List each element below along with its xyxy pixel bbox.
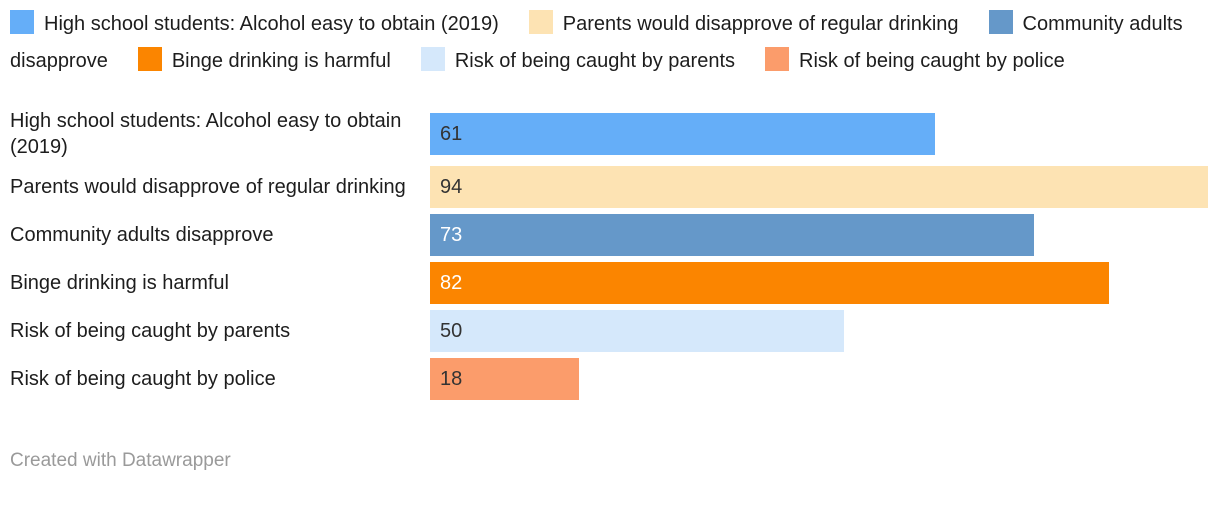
legend: High school students: Alcohol easy to ob…	[10, 6, 1208, 80]
bar: 18	[430, 358, 579, 400]
chart-row: Parents would disapprove of regular drin…	[10, 166, 1208, 208]
bar-track: 82	[430, 262, 1208, 304]
bar-value-label: 73	[440, 223, 463, 246]
legend-item: Risk of being caught by police	[765, 47, 1065, 72]
chart-row: Binge drinking is harmful 82	[10, 262, 1208, 304]
bar-value-label: 50	[440, 319, 463, 342]
legend-swatch-icon	[988, 10, 1013, 34]
datawrapper-credit-link[interactable]: Created with Datawrapper	[10, 450, 231, 471]
bar-category-label: Parents would disapprove of regular drin…	[10, 176, 406, 198]
legend-swatch-icon	[137, 47, 162, 71]
bar-value-label: 61	[440, 122, 463, 145]
bar-track: 50	[430, 310, 1208, 352]
bar-value-label: 82	[440, 271, 463, 294]
legend-item-label: Binge drinking is harmful	[171, 50, 391, 72]
legend-item: Binge drinking is harmful	[137, 47, 391, 72]
bar-category-label: Risk of being caught by parents	[10, 320, 291, 342]
chart-row: Community adults disapprove 73	[10, 214, 1208, 256]
legend-item-label: Community adults disapprove	[10, 13, 1183, 72]
legend-item: High school students: Alcohol easy to ob…	[10, 10, 499, 35]
bar-track: 61	[430, 113, 1208, 155]
bar: 50	[430, 310, 844, 352]
bar-category-label: Risk of being caught by police	[10, 368, 276, 390]
bar: 94	[430, 166, 1208, 208]
legend-item-label: Parents would disapprove of regular drin…	[562, 13, 959, 35]
legend-item: Community adults disapprove	[10, 10, 1183, 72]
bar-category-label: Community adults disapprove	[10, 224, 274, 246]
bar-value-label: 18	[440, 367, 463, 390]
legend-item: Parents would disapprove of regular drin…	[528, 10, 959, 35]
legend-swatch-icon	[10, 10, 34, 34]
legend-swatch-icon	[420, 47, 445, 71]
legend-item: Risk of being caught by parents	[420, 47, 736, 72]
bar-track: 94	[430, 166, 1208, 208]
chart-row: Risk of being caught by police 18	[10, 358, 1208, 400]
bar-track: 18	[430, 358, 1208, 400]
chart-row: High school students: Alcohol easy to ob…	[10, 108, 1208, 160]
bar-category-label: Binge drinking is harmful	[10, 272, 229, 294]
bar-chart: High school students: Alcohol easy to ob…	[10, 108, 1208, 400]
legend-swatch-icon	[528, 10, 553, 34]
bar-track: 73	[430, 214, 1208, 256]
bar-category-label: High school students: Alcohol easy to ob…	[10, 110, 402, 158]
bar-value-label: 94	[440, 175, 463, 198]
legend-item-label: Risk of being caught by police	[799, 50, 1065, 72]
bar: 73	[430, 214, 1035, 256]
bar: 61	[430, 113, 935, 155]
legend-item-label: Risk of being caught by parents	[454, 50, 736, 72]
legend-item-label: High school students: Alcohol easy to ob…	[44, 13, 499, 35]
bar: 82	[430, 262, 1109, 304]
chart-row: Risk of being caught by parents 50	[10, 310, 1208, 352]
legend-swatch-icon	[765, 47, 790, 71]
